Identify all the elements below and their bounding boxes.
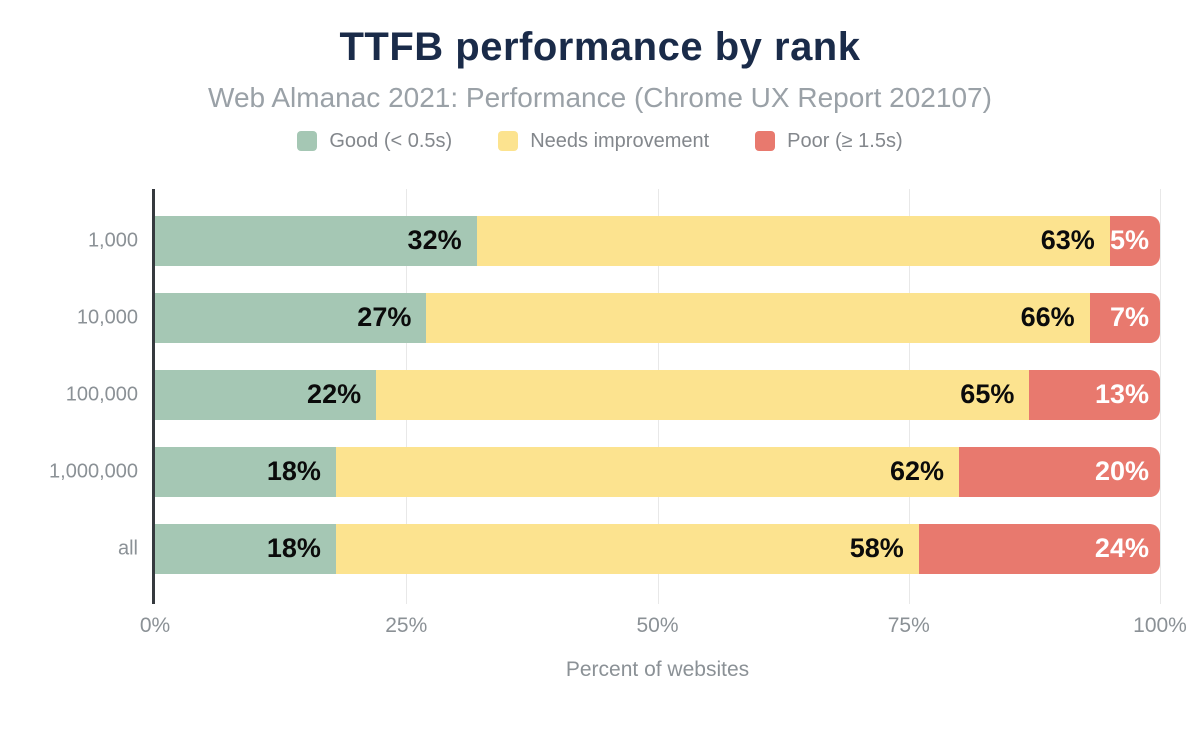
stacked-bar: 18% 62% 20% [155,446,1160,497]
y-axis-label: 1,000 [87,229,138,251]
bar-value-label: 18% [266,456,321,486]
bar-segment: 32% [155,215,477,266]
legend-item: Needs improvement [498,130,709,153]
bar-rows: 1,000 32% 63% 5% 10,000 27% 66% 7% 100,000 22% 65%… [49,202,1160,587]
legend-item: Good (< 0.5s) [297,130,452,153]
bar-row: 1,000 32% 63% 5% [88,202,1160,279]
bar-value-label: 18% [266,533,321,563]
bar-segment: 24% [918,523,1160,574]
y-axis-label: all [117,537,138,559]
x-axis-tick-label: 75% [887,614,930,637]
bar-value-label: 65% [960,379,1015,409]
stacked-bar: 22% 65% 13% [155,369,1160,420]
bar-segment: 13% [1029,369,1160,420]
stacked-bar: 27% 66% 7% [155,292,1160,343]
bar-row: all 18% 58% 24% [118,510,1160,587]
bar-segment: 58% [335,523,919,574]
stacked-bar: 18% 58% 24% [155,523,1160,574]
y-axis-label: 10,000 [76,306,138,328]
bar-row: 100,000 22% 65% 13% [66,356,1160,433]
x-axis-title: Percent of websites [565,658,750,681]
bar-segment: 7% [1089,292,1160,343]
legend: Good (< 0.5s) Needs improvement Poor (≥ 1.… [0,129,1200,153]
legend-swatch-icon [498,131,519,151]
x-axis-title-row: Percent of websites [155,658,1160,682]
bar-value-label: 63% [1040,225,1095,255]
chart-title: TTFB performance by rank [339,25,861,69]
y-axis-line [152,189,155,604]
bar-value-label: 7% [1109,302,1149,332]
legend-swatch-icon [755,131,776,151]
bar-segment: 18% [155,523,336,574]
x-axis-tick-label: 25% [385,614,428,637]
bar-value-label: 27% [357,302,412,332]
legend-label: Good (< 0.5s) [329,129,453,152]
x-axis-tick-label: 50% [636,614,679,637]
y-axis-label: 1,000,000 [49,460,138,482]
legend-item: Poor (≥ 1.5s) [755,129,903,153]
bar-segment: 5% [1109,215,1160,266]
chart-subtitle: Web Almanac 2021: Performance (Chrome UX… [208,82,992,113]
legend-label: Needs improvement [530,129,710,152]
stacked-bar: 32% 63% 5% [155,215,1160,266]
bar-row: 1,000,000 18% 62% 20% [49,433,1160,510]
legend-swatch-icon [297,131,318,151]
bar-segment: 65% [376,369,1030,420]
bar-segment: 66% [426,292,1090,343]
bar-row: 10,000 27% 66% 7% [77,279,1160,356]
bar-segment: 20% [958,446,1160,497]
y-axis-label: 100,000 [65,383,138,405]
bar-value-label: 66% [1020,302,1075,332]
bar-segment: 63% [476,215,1110,266]
bar-value-label: 5% [1109,225,1149,255]
bar-value-label: 20% [1094,456,1149,486]
bar-segment: 27% [155,292,427,343]
bar-value-label: 22% [307,379,362,409]
bar-value-label: 32% [407,225,462,255]
gridline [1160,189,1161,604]
bar-value-label: 58% [849,533,904,563]
bar-value-label: 62% [889,456,944,486]
bar-value-label: 13% [1094,379,1149,409]
plot-area: 1,000 32% 63% 5% 10,000 27% 66% 7% 100,000 22% 65%… [49,189,1161,604]
bar-value-label: 24% [1094,533,1149,563]
x-axis-tick-label: 0% [139,614,171,637]
bar-segment: 18% [155,446,336,497]
x-axis-tick-label: 100% [1133,614,1187,637]
bar-segment: 62% [335,446,959,497]
bar-segment: 22% [155,369,377,420]
legend-label: Poor (≥ 1.5s) [787,129,903,152]
x-axis-ticks: 0% 25% 50% 75% 100% [140,610,1187,642]
